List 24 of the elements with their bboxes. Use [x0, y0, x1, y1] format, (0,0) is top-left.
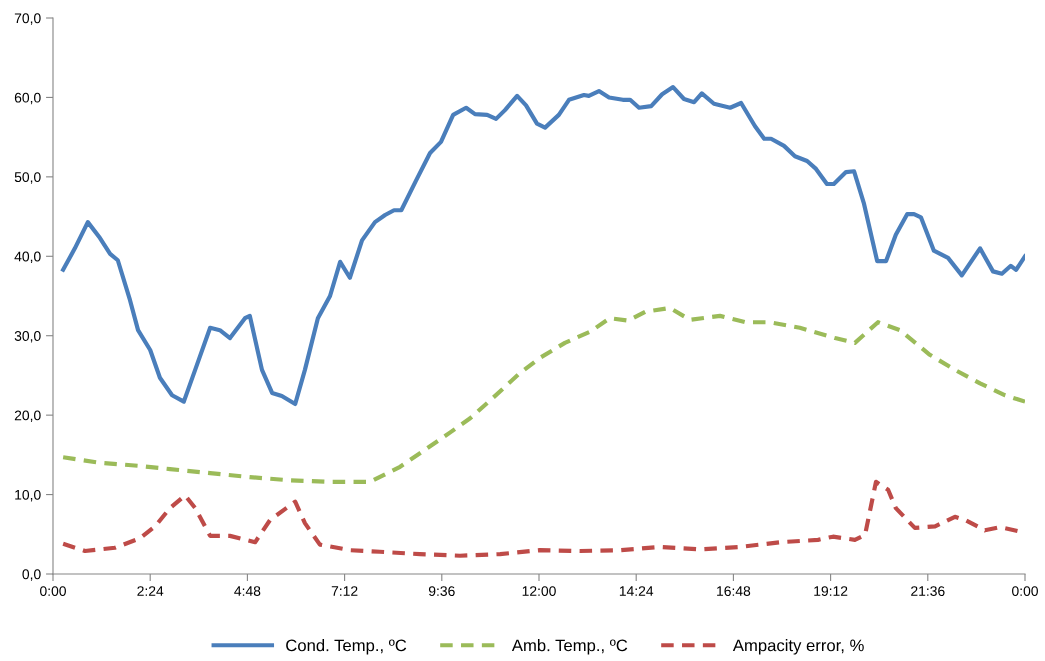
x-tick-label: 19:12 — [814, 586, 848, 597]
x-tick-label: 7:12 — [331, 586, 358, 596]
x-tick-label: 2:24 — [137, 586, 164, 596]
line-series — [61, 85, 1025, 407]
y-tick-label: 10,0 — [15, 489, 41, 502]
x-tick-label: 12:00 — [522, 586, 556, 597]
y-tick-label: 20,0 — [14, 410, 41, 422]
y-tick-label: 30,0 — [14, 331, 41, 343]
x-tick-label: 16:48 — [717, 586, 751, 597]
y-tick-label: 40,0 — [14, 251, 41, 264]
legend-label: Cond. Temp., ºC — [286, 639, 407, 655]
y-tick-label: 0,0 — [22, 569, 41, 581]
y-tick-label: 50,0 — [14, 172, 41, 184]
y-tick-label: 60,0 — [14, 92, 41, 105]
x-tick-label: 4:48 — [234, 586, 261, 597]
x-tick-label: 9:36 — [428, 586, 455, 597]
line-series — [61, 305, 1025, 484]
x-tick-label: 0:00 — [40, 586, 66, 597]
x-tick-label: 0:00 — [1012, 586, 1038, 597]
x-tick-label: 21:36 — [911, 586, 945, 597]
legend-label: Amb. Temp., ºC — [511, 639, 628, 655]
y-tick-label: 70,0 — [14, 13, 41, 25]
legend-label: Ampacity error, % — [732, 639, 864, 655]
x-tick-label: 14:24 — [619, 586, 654, 596]
